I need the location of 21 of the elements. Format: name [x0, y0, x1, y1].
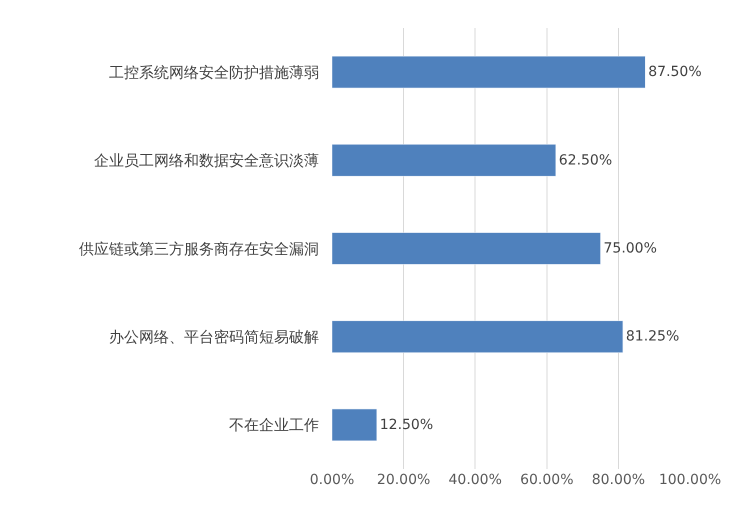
x-tick-label: 100.00%: [658, 472, 722, 488]
bar: [332, 56, 646, 88]
data-label: 81.25%: [626, 328, 680, 345]
bar: [332, 144, 556, 176]
data-label: 87.50%: [648, 64, 702, 80]
data-label: 12.50%: [380, 416, 434, 433]
bar: [332, 232, 601, 265]
x-tick-label: 0.00%: [310, 472, 354, 488]
y-tick-label: 办公网络、平台密码简短易破解: [109, 328, 319, 346]
x-tick-label: 40.00%: [448, 472, 502, 488]
x-tick-label: 60.00%: [520, 472, 574, 488]
data-label: 62.50%: [558, 152, 612, 168]
data-label: 75.00%: [604, 240, 657, 256]
x-tick-label: 80.00%: [592, 472, 646, 488]
y-tick-label: 不在企业工作: [229, 416, 319, 434]
y-tick-label: 企业员工网络和数据安全意识淡薄: [94, 152, 319, 170]
x-tick-label: 20.00%: [376, 472, 430, 488]
y-tick-label: 供应链或第三方服务商存在安全漏洞: [79, 240, 319, 258]
bar: [332, 408, 377, 442]
bar: [332, 320, 624, 353]
y-tick-label: 工控系统网络安全防护措施薄弱: [109, 63, 319, 82]
